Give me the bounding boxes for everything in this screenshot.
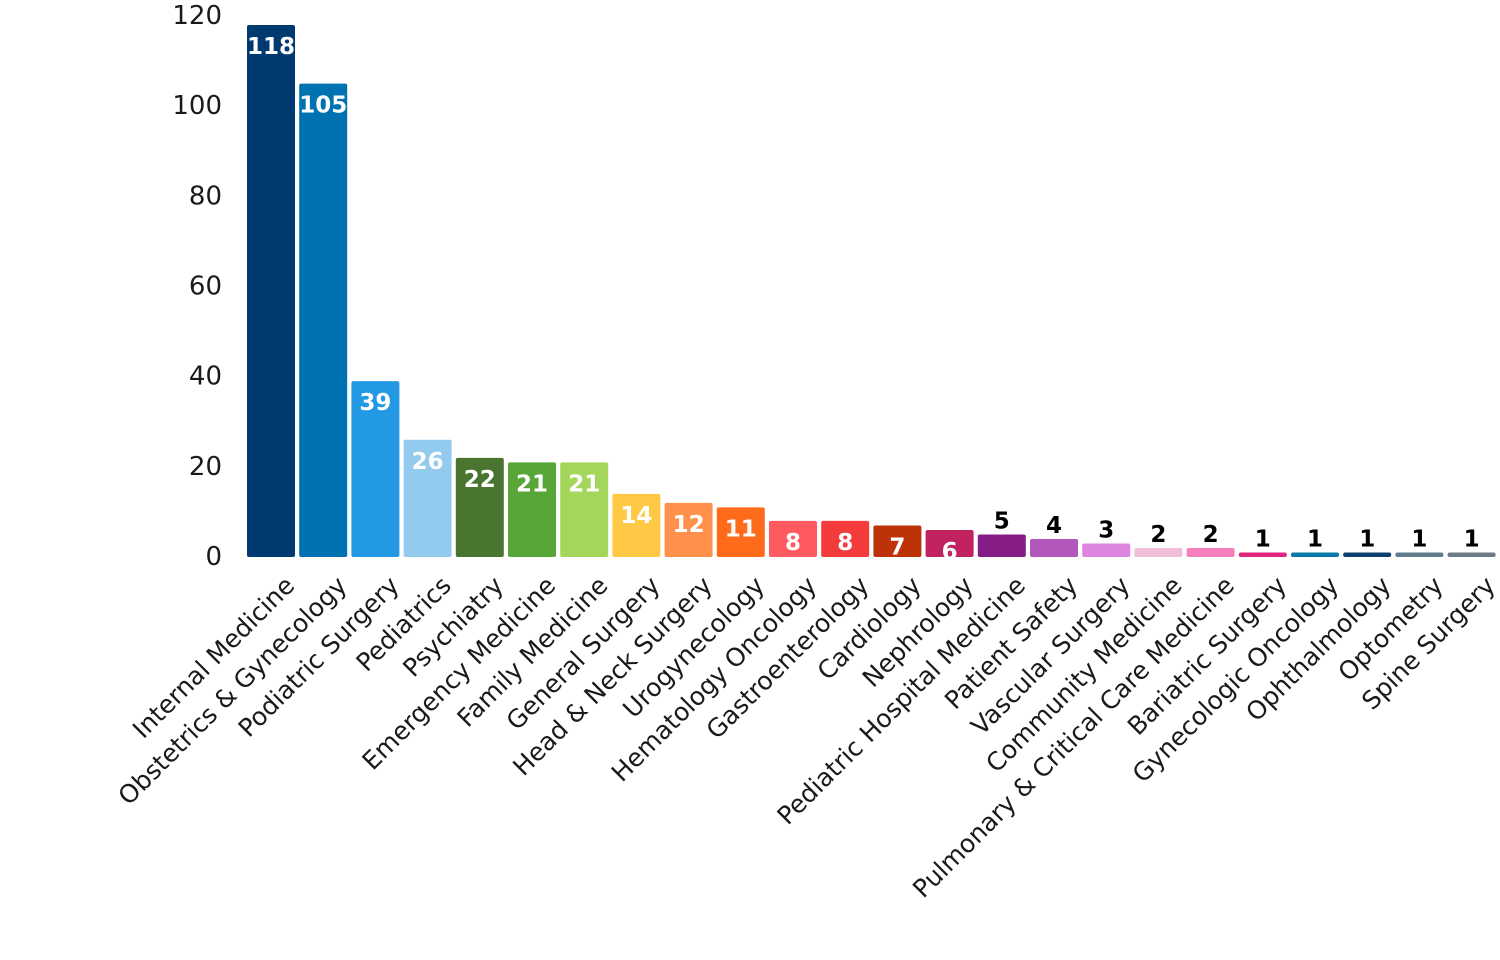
y-tick-label: 120 — [172, 1, 222, 31]
data-label: 14 — [620, 503, 652, 529]
data-label: 3 — [1098, 517, 1114, 543]
bar — [925, 529, 974, 557]
x-tick-label: Obstetrics & Gynecology — [113, 571, 353, 811]
y-tick-label: 40 — [189, 362, 222, 392]
bar — [1343, 552, 1392, 557]
data-label: 12 — [673, 512, 705, 538]
y-tick-label: 100 — [172, 91, 222, 121]
data-label: 118 — [247, 34, 295, 60]
bar — [873, 525, 922, 557]
bar — [1395, 552, 1444, 557]
bar — [1447, 552, 1496, 557]
data-label: 21 — [568, 471, 600, 497]
data-label: 105 — [299, 93, 347, 119]
data-label: 8 — [785, 530, 801, 556]
y-tick-label: 60 — [189, 272, 222, 302]
data-label: 1 — [1359, 526, 1375, 552]
data-label: 1 — [1411, 526, 1427, 552]
data-label: 6 — [942, 539, 958, 565]
bar — [351, 381, 400, 557]
bar — [821, 520, 870, 557]
data-label: 26 — [412, 449, 444, 475]
data-label: 21 — [516, 471, 548, 497]
bar — [508, 462, 556, 557]
data-label: 39 — [359, 390, 391, 416]
data-label: 1 — [1255, 526, 1271, 552]
data-label: 11 — [725, 516, 757, 542]
bar — [1082, 543, 1131, 557]
bar — [769, 520, 817, 557]
bars-group — [247, 25, 1496, 558]
data-label: 4 — [1046, 513, 1062, 539]
bar — [1291, 552, 1339, 557]
bar — [1238, 552, 1287, 557]
bar — [664, 502, 713, 557]
data-label: 2 — [1150, 522, 1166, 548]
bar — [612, 493, 661, 557]
bar — [560, 462, 609, 557]
y-axis-tick-labels: 0 20 40 60 80 100 120 — [172, 1, 222, 572]
y-tick-label: 20 — [189, 452, 222, 482]
bar — [1030, 538, 1078, 557]
data-label: 22 — [464, 467, 496, 493]
data-label: 8 — [837, 530, 853, 556]
bar — [299, 83, 348, 557]
data-label: 7 — [889, 534, 905, 560]
bar — [977, 534, 1026, 557]
y-tick-label: 0 — [205, 542, 222, 572]
y-tick-label: 80 — [189, 181, 222, 211]
bar — [247, 25, 295, 558]
bar — [1186, 547, 1235, 557]
bar — [455, 457, 504, 557]
bar — [403, 439, 452, 557]
data-label: 5 — [994, 508, 1010, 534]
bar — [716, 507, 765, 557]
data-label: 1 — [1464, 526, 1480, 552]
data-label: 1 — [1307, 526, 1323, 552]
bar — [1134, 547, 1183, 557]
data-label: 2 — [1203, 522, 1219, 548]
